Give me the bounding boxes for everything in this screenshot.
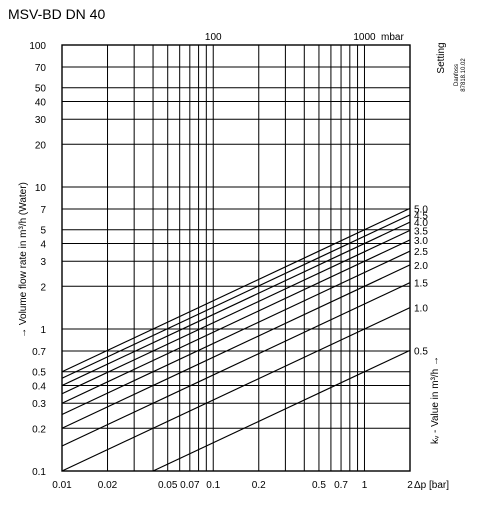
grid	[61, 44, 411, 472]
y-tick-label: 4	[40, 240, 46, 251]
x-axis-label: Δp [bar]	[414, 480, 449, 491]
x-tick-label: 0.2	[252, 480, 266, 491]
x-tick-label: 0.07	[180, 480, 200, 491]
x-tick-label: 0.7	[334, 480, 348, 491]
series-line-kv-2.0	[61, 264, 411, 429]
series-label-kv-5.0: 5.0	[414, 204, 428, 215]
series-line-kv-5.0	[61, 207, 411, 373]
x-tick-label: 0.05	[158, 480, 178, 491]
series-label-kv-1.0: 1.0	[414, 304, 428, 315]
series-lines	[61, 207, 411, 472]
series-line-kv-2.5	[61, 250, 411, 416]
plot-frame	[61, 44, 411, 472]
x-tick-label: 2	[407, 480, 413, 491]
y-tick-label: 70	[35, 63, 47, 74]
y-tick-label: 40	[35, 98, 47, 109]
y-tick-label: 0.7	[32, 347, 46, 358]
series-label-kv-4.5: 4.5	[414, 211, 428, 222]
series-line-kv-1.0	[61, 307, 411, 472]
series-line-kv-1.5	[61, 282, 411, 447]
top-tick-label: 1000	[353, 32, 376, 43]
y-tick-label: 100	[29, 41, 46, 52]
y-tick-label: 50	[35, 84, 47, 95]
series-line-kv-3.5	[61, 229, 411, 395]
y-tick-label: 7	[40, 205, 46, 216]
y-tick-label: 0.2	[32, 424, 46, 435]
x-tick-label: 0.1	[206, 480, 220, 491]
right-axis-label: kᵥ - Value in m³/h →	[430, 356, 441, 444]
top-tick-label: 100	[205, 32, 222, 43]
series-label-kv-4.0: 4.0	[414, 218, 428, 229]
series-line-kv-3.0	[61, 239, 411, 404]
x-tick-label: 0.01	[52, 480, 72, 491]
series-line-kv-0.5	[152, 349, 411, 472]
y-tick-label: 0.3	[32, 399, 46, 410]
series-label-kv-3.5: 3.5	[414, 226, 428, 237]
y-tick-label: 5	[40, 226, 46, 237]
x-tick-label: 1	[362, 480, 368, 491]
top-axis-unit: mbar	[381, 32, 404, 43]
y-tick-label: 0.4	[32, 382, 46, 393]
corner-text: 87818.10.02	[461, 58, 467, 92]
y-tick-label: 0.5	[32, 368, 46, 379]
series-label-kv-2.0: 2.0	[414, 261, 428, 272]
x-tick-label: 0.02	[98, 480, 118, 491]
y-tick-label: 10	[35, 183, 47, 194]
series-label-kv-2.5: 2.5	[414, 247, 428, 258]
y-axis-label: → Volume flow rate in m³/h (Water)	[18, 182, 29, 338]
series-label-kv-0.5: 0.5	[414, 346, 428, 357]
setting-label: Setting	[436, 42, 447, 73]
x-tick-label: 0.5	[312, 480, 326, 491]
y-tick-label: 30	[35, 115, 47, 126]
series-label-kv-3.0: 3.0	[414, 236, 428, 247]
corner-text: Danfoss	[454, 64, 460, 86]
y-tick-label: 3	[40, 257, 46, 268]
series-line-kv-4.5	[61, 214, 411, 379]
y-tick-label: 2	[40, 282, 46, 293]
y-tick-label: 1	[40, 325, 46, 336]
y-tick-label: 20	[35, 140, 47, 151]
series-line-kv-4.0	[61, 221, 411, 387]
axis-labels: 5.04.54.03.53.02.5 2.0 1.5 1.0 0.5 0.1 0.2 0.3 0…	[18, 32, 467, 491]
y-tick-label: 0.1	[32, 467, 46, 478]
chart-title: MSV-BD DN 40	[8, 6, 105, 22]
series-label-kv-1.5: 1.5	[414, 279, 428, 290]
